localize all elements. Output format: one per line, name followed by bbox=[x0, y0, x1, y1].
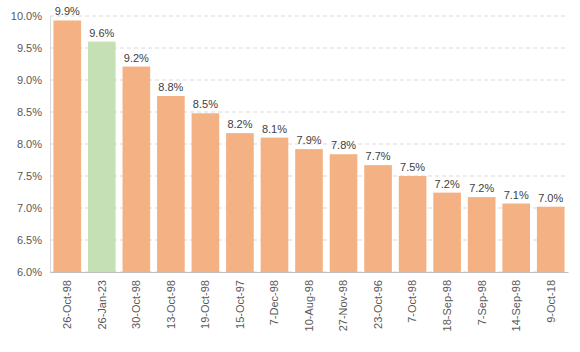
y-tick: 9.0% bbox=[17, 74, 50, 86]
y-axis-line bbox=[50, 17, 51, 273]
x-tick-label: 10-Aug-98 bbox=[303, 280, 315, 331]
x-tick: 7-Oct-98 bbox=[406, 272, 418, 323]
x-tick-label: 14-Sep-98 bbox=[510, 280, 522, 331]
y-tick-label: 6.0% bbox=[17, 266, 42, 278]
y-tick-label: 6.5% bbox=[17, 234, 42, 246]
x-tick-label: 9-Oct-18 bbox=[545, 280, 557, 323]
bar bbox=[226, 133, 254, 272]
data-label: 7.2% bbox=[469, 182, 494, 194]
x-tick: 26-Jan-23 bbox=[96, 272, 108, 330]
plot: 6.0% 6.5% 7.0% 7.5% 8.0% 8.5% 9.0% 9.5% 10.0% 26-… bbox=[11, 5, 569, 331]
data-label: 7.8% bbox=[331, 139, 356, 151]
data-label: 8.2% bbox=[227, 118, 252, 130]
bar bbox=[261, 138, 289, 272]
x-axis-line bbox=[51, 272, 569, 273]
data-label: 9.6% bbox=[89, 27, 114, 39]
x-tick-label: 7-Dec-98 bbox=[268, 280, 280, 325]
x-tick-label: 30-Oct-98 bbox=[130, 280, 142, 329]
y-tick: 8.0% bbox=[17, 138, 50, 150]
x-tick-label: 15-Oct-97 bbox=[234, 280, 246, 329]
chart: 6.0% 6.5% 7.0% 7.5% 8.0% 8.5% 9.0% 9.5% 10.0% 26-… bbox=[0, 0, 580, 352]
y-tick-label: 7.0% bbox=[17, 202, 42, 214]
y-tick: 6.0% bbox=[17, 266, 50, 278]
x-tick: 19-Oct-98 bbox=[199, 272, 211, 329]
bar bbox=[537, 207, 565, 272]
y-tick: 10.0% bbox=[11, 10, 50, 22]
bar bbox=[295, 149, 323, 272]
data-label: 9.2% bbox=[124, 52, 149, 64]
x-tick-label: 27-Nov-98 bbox=[337, 280, 349, 331]
grid bbox=[50, 16, 568, 272]
x-tick: 13-Oct-98 bbox=[165, 272, 177, 329]
y-tick: 9.5% bbox=[17, 42, 50, 54]
bar bbox=[502, 204, 530, 272]
x-tick-label: 18-Sep-98 bbox=[441, 280, 453, 331]
bar bbox=[157, 96, 185, 272]
x-tick-label: 7-Oct-98 bbox=[406, 280, 418, 323]
x-tick-label: 26-Jan-23 bbox=[96, 280, 108, 330]
x-tick-label: 23-Oct-96 bbox=[372, 280, 384, 329]
bar bbox=[364, 165, 392, 272]
data-label: 7.5% bbox=[400, 161, 425, 173]
bars bbox=[53, 20, 564, 272]
data-label: 9.9% bbox=[55, 5, 80, 17]
x-tick-label: 26-Oct-98 bbox=[61, 280, 73, 329]
x-tick: 26-Oct-98 bbox=[61, 272, 73, 329]
grid-line bbox=[50, 16, 568, 17]
bar bbox=[330, 154, 358, 272]
x-tick: 9-Oct-18 bbox=[545, 272, 557, 323]
data-label: 8.8% bbox=[158, 81, 183, 93]
y-tick: 7.0% bbox=[17, 202, 50, 214]
y-tick-label: 8.0% bbox=[17, 138, 42, 150]
data-label: 8.5% bbox=[193, 98, 218, 110]
bar bbox=[88, 42, 116, 272]
bar bbox=[192, 113, 220, 272]
y-tick-label: 9.5% bbox=[17, 42, 42, 54]
x-tick: 30-Oct-98 bbox=[130, 272, 142, 329]
x-tick: 27-Nov-98 bbox=[337, 272, 349, 331]
bar bbox=[468, 197, 496, 272]
x-tick: 10-Aug-98 bbox=[303, 272, 315, 331]
x-tick-label: 13-Oct-98 bbox=[165, 280, 177, 329]
x-tick: 18-Sep-98 bbox=[441, 272, 453, 331]
x-tick: 14-Sep-98 bbox=[510, 272, 522, 331]
y-tick: 6.5% bbox=[17, 234, 50, 246]
x-axis: 26-Oct-98 26-Jan-23 30-Oct-98 13-Oct-98 19-O… bbox=[51, 272, 569, 331]
x-tick: 7-Sep-98 bbox=[476, 272, 488, 325]
y-tick-label: 10.0% bbox=[11, 10, 42, 22]
y-tick-label: 9.0% bbox=[17, 74, 42, 86]
bar bbox=[433, 193, 461, 272]
x-tick: 15-Oct-97 bbox=[234, 272, 246, 329]
y-axis: 6.0% 6.5% 7.0% 7.5% 8.0% 8.5% 9.0% 9.5% 10.0% bbox=[11, 10, 51, 278]
data-label: 7.1% bbox=[504, 189, 529, 201]
y-tick: 8.5% bbox=[17, 106, 50, 118]
data-label: 8.1% bbox=[262, 123, 287, 135]
data-label: 7.7% bbox=[366, 150, 391, 162]
bar bbox=[399, 176, 427, 272]
x-tick-label: 7-Sep-98 bbox=[476, 280, 488, 325]
bar bbox=[53, 20, 81, 272]
data-label: 7.0% bbox=[538, 192, 563, 204]
bar bbox=[123, 67, 151, 272]
y-tick-label: 8.5% bbox=[17, 106, 42, 118]
y-tick: 7.5% bbox=[17, 170, 50, 182]
x-tick: 7-Dec-98 bbox=[268, 272, 280, 325]
data-label: 7.2% bbox=[435, 178, 460, 190]
x-tick: 23-Oct-96 bbox=[372, 272, 384, 329]
data-labels: 9.9% 9.6% 9.2% 8.8% 8.5% 8.2% 8.1% 7.9% 7.8% 7.7%… bbox=[55, 5, 564, 203]
x-tick-label: 19-Oct-98 bbox=[199, 280, 211, 329]
grid-line bbox=[50, 48, 568, 49]
y-tick-label: 7.5% bbox=[17, 170, 42, 182]
data-label: 7.9% bbox=[296, 134, 321, 146]
